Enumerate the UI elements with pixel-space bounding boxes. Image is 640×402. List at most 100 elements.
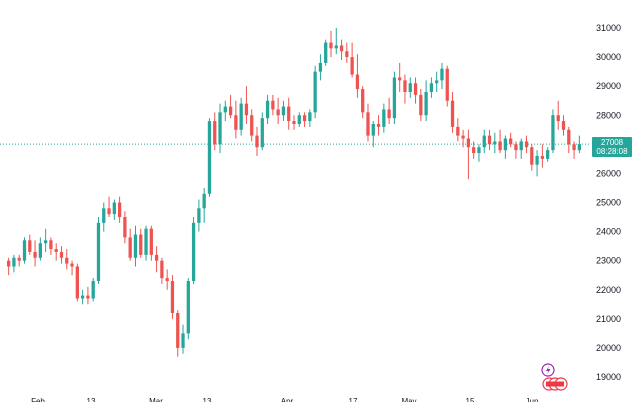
candle-down	[59, 251, 64, 258]
candle-up	[318, 62, 323, 72]
candle-down	[509, 138, 513, 145]
candle-down	[461, 135, 465, 139]
candle-up	[551, 115, 555, 151]
candle-down	[117, 202, 122, 218]
candles-group	[7, 28, 581, 357]
candle-down	[361, 89, 365, 113]
candle-down	[302, 115, 307, 122]
flag-icon[interactable]	[542, 377, 568, 391]
candle-up	[202, 193, 206, 209]
candle-up	[440, 68, 444, 81]
candle-down	[450, 100, 455, 127]
candle-down	[86, 295, 90, 299]
x-tick-label: Jun	[526, 397, 539, 402]
candle-down	[498, 141, 502, 151]
candle-down	[376, 123, 381, 127]
y-tick-label: 19000	[596, 372, 621, 382]
candle-down	[234, 115, 238, 130]
candle-up	[424, 91, 428, 116]
candle-down	[33, 251, 37, 258]
candle-up	[80, 295, 85, 299]
candle-down	[403, 80, 407, 92]
candle-down	[128, 237, 132, 258]
candle-down	[75, 266, 79, 299]
candle-up	[477, 147, 481, 154]
y-tick-label: 22000	[596, 285, 621, 295]
candle-down	[572, 144, 576, 151]
candle-down	[472, 147, 476, 154]
candle-down	[345, 51, 349, 58]
x-tick-label: 15	[466, 397, 475, 402]
candle-up	[313, 71, 317, 113]
candle-down	[445, 68, 449, 101]
lightning-icon[interactable]	[541, 363, 555, 377]
candle-up	[577, 144, 581, 151]
bar-countdown: 08:28:08	[596, 147, 628, 157]
candle-down	[487, 135, 492, 145]
candle-up	[239, 103, 243, 130]
candle-down	[339, 45, 344, 52]
candle-down	[123, 217, 127, 238]
candle-down	[398, 77, 402, 81]
y-tick-label: 24000	[596, 227, 621, 237]
y-tick-label: 28000	[596, 110, 621, 120]
candle-down	[17, 257, 21, 261]
x-tick-label: May	[401, 397, 416, 402]
candle-up	[181, 333, 185, 348]
candle-down	[228, 106, 233, 116]
candle-down	[556, 115, 560, 122]
event-markers[interactable]	[539, 362, 575, 396]
candle-down	[387, 109, 391, 119]
price-axis: 19000 20000 21000 22000 23000 24000 25000 26000…	[596, 23, 621, 382]
candle-down	[107, 208, 111, 215]
candle-down	[561, 121, 566, 130]
candle-up	[265, 100, 270, 119]
candle-up	[223, 106, 227, 113]
candle-down	[530, 147, 534, 165]
candle-up	[91, 281, 95, 299]
candle-down	[213, 121, 217, 145]
candle-up	[324, 42, 328, 63]
y-tick-label: 21000	[596, 314, 621, 324]
candle-up	[197, 208, 201, 223]
candle-down	[165, 278, 169, 282]
candle-down	[329, 42, 333, 49]
candle-down	[149, 228, 153, 255]
candle-up	[535, 155, 539, 165]
y-tick-label: 30000	[596, 52, 621, 62]
candle-down	[170, 281, 175, 314]
candle-up	[297, 115, 301, 124]
candle-down	[49, 240, 53, 250]
candle-down	[244, 103, 249, 116]
candle-down	[160, 260, 164, 279]
candle-up	[12, 257, 16, 267]
candle-up	[191, 222, 196, 282]
candle-up	[493, 141, 497, 145]
candle-up	[519, 141, 523, 151]
candle-down	[250, 115, 254, 136]
candle-up	[281, 106, 286, 116]
candle-up	[308, 112, 312, 122]
y-tick-label: 26000	[596, 168, 621, 178]
x-tick-label: 13	[203, 397, 212, 402]
time-axis: Feb 13 Mar 13 Apr 17 May 15 Jun	[31, 397, 538, 402]
candle-up	[207, 121, 212, 194]
x-tick-label: Apr	[281, 397, 294, 402]
candle-down	[366, 112, 370, 136]
y-tick-label: 31000	[596, 23, 621, 33]
candle-up	[429, 83, 434, 92]
candle-down	[154, 254, 159, 261]
candle-up	[112, 202, 116, 215]
candle-down	[28, 240, 32, 252]
candle-down	[176, 313, 180, 348]
candle-down	[524, 141, 529, 148]
candle-up	[133, 234, 138, 258]
candle-up	[334, 45, 338, 49]
candle-down	[271, 100, 275, 110]
candle-down	[514, 144, 518, 151]
candle-up	[218, 112, 222, 145]
candle-down	[350, 57, 354, 75]
candle-down	[255, 135, 259, 148]
candle-up	[546, 150, 550, 159]
